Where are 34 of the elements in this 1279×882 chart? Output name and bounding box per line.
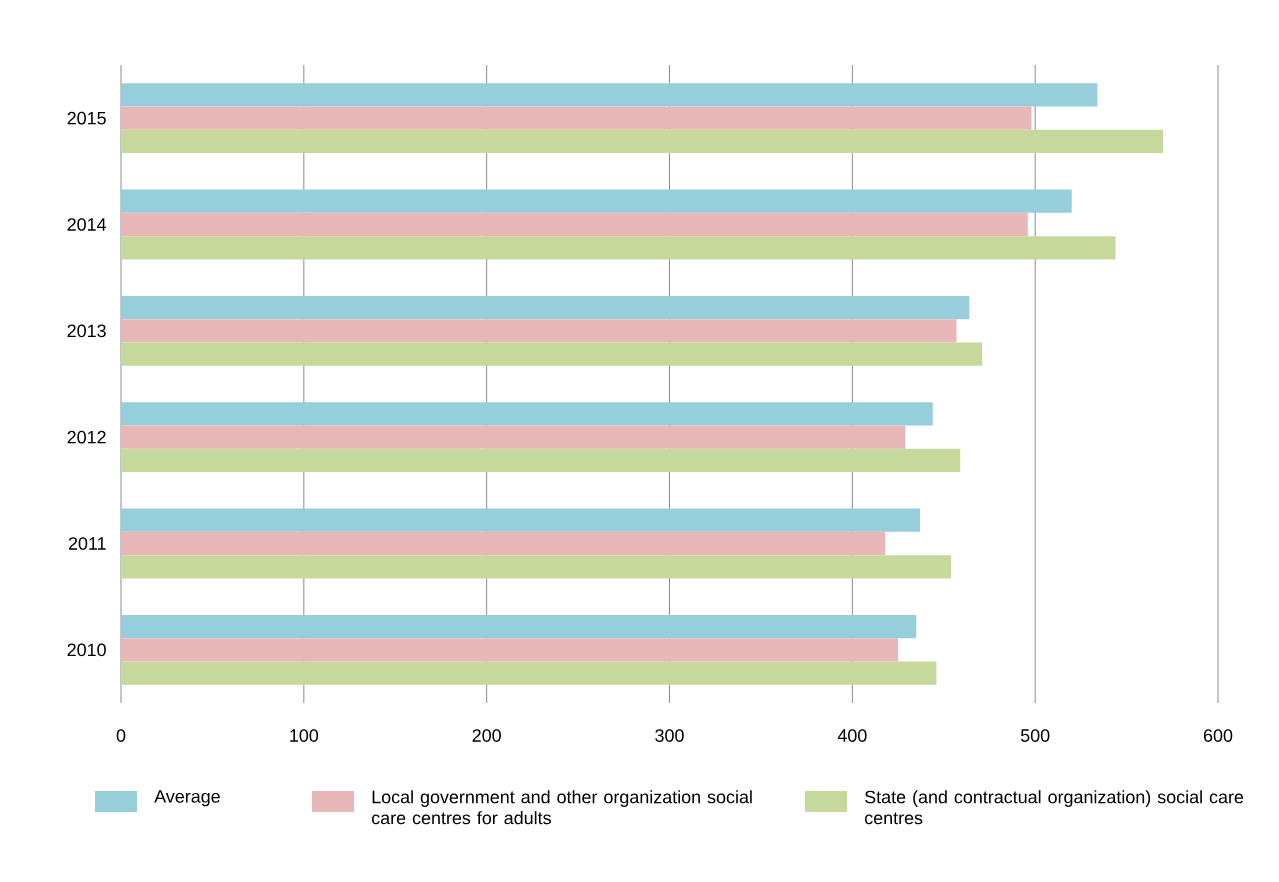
bar (121, 189, 1072, 213)
bar (121, 402, 933, 426)
y-tick-label: 2013 (67, 324, 106, 338)
legend-label: Average (154, 790, 220, 807)
bar (121, 342, 983, 366)
bar (121, 319, 957, 343)
y-tick-label: 2010 (67, 643, 106, 657)
x-tick-label: 300 (655, 729, 684, 742)
bar (121, 638, 899, 662)
legend-label: State (and contractual organization) social care centres (864, 790, 1244, 825)
bar (121, 508, 920, 532)
bar (121, 106, 1032, 130)
bar (121, 531, 886, 556)
x-tick-label: 100 (290, 729, 319, 742)
x-tick-label: 500 (1020, 729, 1050, 742)
bar (121, 236, 1116, 260)
y-tick-label: 2014 (67, 218, 107, 231)
bar (121, 661, 937, 685)
bar (121, 448, 961, 473)
bar (121, 295, 970, 320)
bar (121, 555, 952, 579)
x-tick-label: 200 (472, 729, 501, 742)
bar (121, 425, 906, 449)
legend-label: Local government and other organization social care centres for adults (371, 790, 752, 825)
x-tick-label: 400 (837, 729, 867, 742)
bar (121, 83, 1098, 107)
y-tick-label: 2015 (67, 111, 106, 125)
x-tick-label: 0 (116, 729, 126, 742)
bar (121, 614, 917, 639)
x-tick-label: 600 (1203, 729, 1233, 742)
bar (121, 212, 1028, 237)
bar (121, 129, 1164, 154)
y-tick-label: 2012 (67, 430, 106, 444)
y-tick-label: 2011 (68, 537, 106, 550)
